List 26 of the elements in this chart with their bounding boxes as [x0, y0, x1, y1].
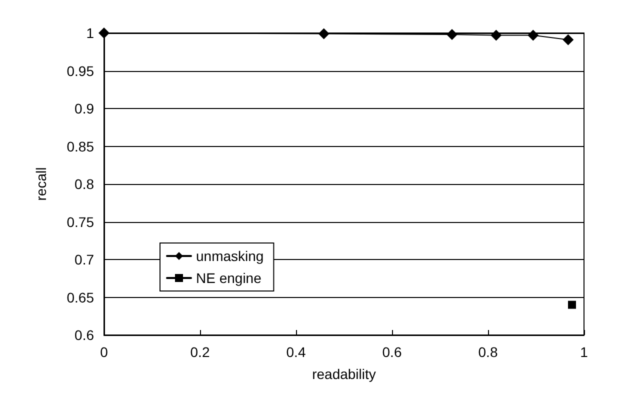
- point: [318, 28, 330, 40]
- y-tick-label: 1: [86, 25, 94, 41]
- point: [98, 28, 110, 38]
- y-tick-label: 0.85: [66, 138, 94, 154]
- y-axis-title: recall: [33, 167, 49, 201]
- x-tick-label: 0.6: [382, 344, 402, 360]
- y-tick-label: 0.65: [66, 289, 94, 306]
- x-axis-title: readability: [312, 366, 376, 382]
- x-tick-label: 0: [100, 344, 108, 360]
- point: [528, 30, 539, 41]
- y-tick-label: 0.7: [74, 252, 94, 268]
- point: [446, 29, 458, 40]
- x-tick-label: 1: [580, 344, 588, 360]
- point: [562, 34, 574, 46]
- y-tick-label: 0.9: [74, 100, 94, 116]
- x-tick-label: 0.2: [190, 344, 210, 360]
- y-tick-label: 0.75: [66, 214, 94, 230]
- point: [568, 300, 576, 309]
- y-tick-label: 0.6: [74, 327, 94, 343]
- y-tick-label: 0.95: [66, 62, 94, 79]
- x-tick-label: 0.8: [478, 344, 498, 360]
- point: [490, 30, 502, 41]
- legend-label: NE engine: [196, 270, 262, 286]
- y-tick-label: 0.8: [74, 176, 94, 192]
- legend-label: unmasking: [196, 248, 264, 264]
- x-tick-label: 0.4: [286, 344, 306, 360]
